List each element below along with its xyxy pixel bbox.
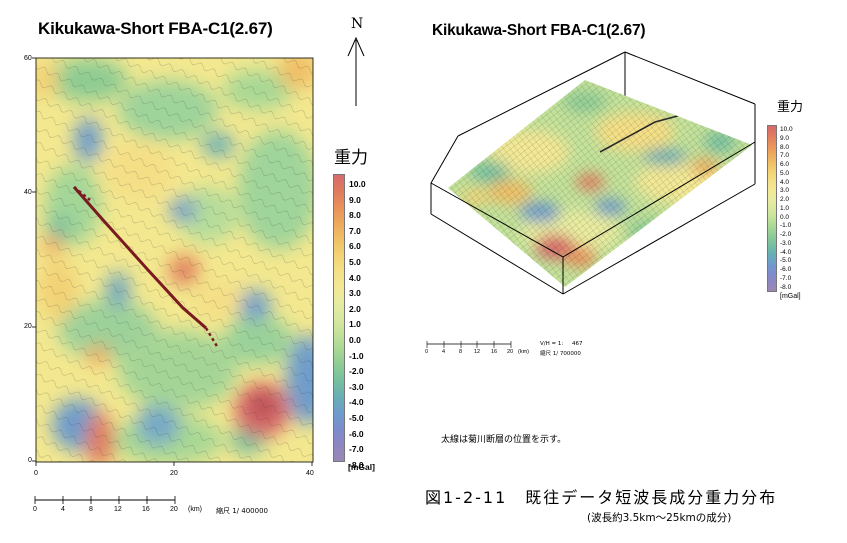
left-legend-title: 重力 [334,148,368,168]
figure-subcaption: (波長約3.5km～25kmの成分) [587,512,732,524]
legend-label: 5.0 [780,169,790,177]
legend-label: -2.0 [780,231,792,238]
left-scale-tick-4: 4 [61,506,65,513]
legend-label: 0.0 [780,213,790,221]
left-legend-unit: [mGal] [348,462,375,472]
left-map-title: Kikukawa-Short FBA-C1(2.67) [38,19,273,38]
right-scale-tick-4: 4 [442,349,446,355]
legend-label: -5.0 [780,257,792,265]
right-scale-tick-20: 20 [507,349,514,355]
legend-label: -3.0 [349,381,364,392]
right-scale-tick-0: 0 [425,349,429,355]
figure-caption: 図1-2-11 既往データ短波長成分重力分布 [425,488,778,507]
surface-field [448,80,752,287]
legend-label: -1.0 [349,350,364,361]
legend-label: 5.0 [349,257,361,267]
right-color-bar [767,125,777,292]
legend-label: 6.0 [780,161,790,168]
legend-label: -2.0 [349,366,364,377]
legend-label: 2.0 [349,303,361,314]
right-scale-tick-8: 8 [459,349,463,355]
legend-label: -6.0 [780,266,792,273]
legend-label: 9.0 [349,194,361,205]
left-color-bar [333,174,345,462]
bounding-box-front [430,104,756,295]
legend-label: -8.0 [780,283,792,291]
legend-label: 3.0 [780,187,790,195]
legend-label: 3.0 [349,288,361,299]
legend-label: -8.0 [349,459,364,470]
right-scale-unit: (km) [518,349,529,355]
right-legend-title: 重力 [777,100,804,115]
legend-label: -1.0 [780,222,792,230]
fault-note: 太線は菊川断層の位置を示す。 [441,435,567,445]
left-scale-tick-12: 12 [114,506,122,513]
right-scale-ratio: 縮尺 1/ 700000 [540,351,581,357]
legend-label: -3.0 [780,239,792,247]
bounding-box-back [457,51,756,137]
left-y-tick-60: 60 [24,55,32,62]
left-contour-map [32,57,314,466]
legend-label: 2.0 [780,196,790,203]
legend-label: 10.0 [349,179,366,189]
left-scale-ratio: 縮尺 1/ 400000 [216,507,268,515]
left-scale-bar [34,496,176,504]
right-scale-tick-12: 12 [474,349,481,355]
left-scale-tick-16: 16 [142,506,150,513]
legend-label: 9.0 [780,134,790,142]
legend-label: 1.0 [349,319,361,330]
left-y-tick-0: 0 [28,457,32,464]
legend-label: 0.0 [349,335,361,345]
left-x-tick-0: 0 [34,470,38,477]
legend-label: 8.0 [349,210,361,221]
right-scale-bar [426,341,512,348]
right-3d-surface [430,51,756,295]
fault-line [72,186,220,349]
legend-label: 4.0 [349,272,361,283]
legend-label: -4.0 [349,397,364,408]
left-y-tick-40: 40 [24,189,32,196]
left-x-tick-40: 40 [306,470,314,477]
north-arrow-icon [347,36,365,106]
legend-label: -5.0 [349,413,364,423]
legend-label: 7.0 [349,225,361,236]
left-scale-tick-8: 8 [89,506,93,513]
north-label: N [351,16,364,32]
legend-label: -7.0 [349,444,364,455]
legend-label: 6.0 [349,241,361,252]
left-map-field [36,58,313,462]
left-scale-tick-0: 0 [33,506,37,513]
right-scale-tick-16: 16 [491,349,498,355]
right-vh-ratio: V/H = 1: 467 [540,341,583,347]
right-map-title: Kikukawa-Short FBA-C1(2.67) [432,22,646,39]
legend-label: -7.0 [780,274,792,282]
legend-label: -6.0 [349,428,364,439]
legend-label: 7.0 [780,152,790,160]
legend-label: 8.0 [780,143,790,151]
legend-label: -4.0 [780,248,792,256]
left-scale-tick-20: 20 [170,506,178,513]
left-scale-unit: (km) [188,506,202,513]
right-legend-unit: [mGal] [780,293,801,300]
legend-label: 1.0 [780,204,790,212]
legend-label: 10.0 [780,126,793,133]
legend-label: 4.0 [780,178,790,186]
left-y-tick-20: 20 [24,323,32,330]
left-x-tick-20: 20 [170,470,178,477]
